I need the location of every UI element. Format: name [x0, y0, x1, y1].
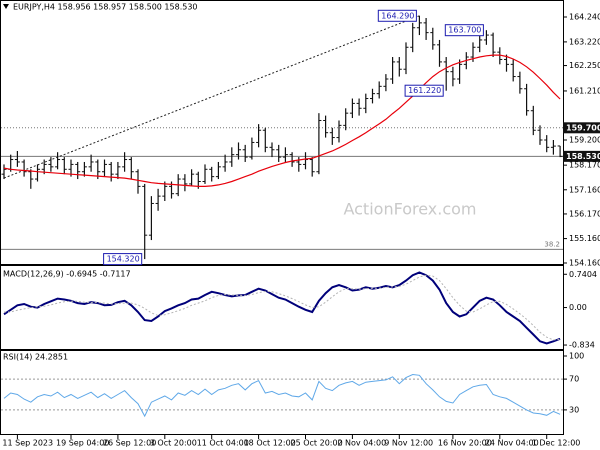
price-level-label: 158.530 [566, 152, 600, 161]
y-tick-label: 154.160 [569, 259, 600, 268]
price-label: 163.700 [448, 26, 481, 35]
price-level-label: 159.700 [566, 123, 600, 132]
price-level-box [563, 150, 600, 162]
price-level-box [563, 122, 600, 134]
x-tick-label: 3 Oct 20:00 [150, 439, 197, 448]
y-tick-label: 155.160 [569, 234, 600, 243]
indicator-line [3, 373, 561, 418]
y-tick-label: 162.250 [569, 61, 600, 70]
y-tick-label: 0.7404 [569, 270, 597, 279]
y-tick-label: 163.220 [569, 37, 600, 46]
price-label-box [103, 253, 143, 266]
x-tick-label: 25 Oct 20:00 [291, 439, 343, 448]
x-tick-label: 2 Nov 04:00 [337, 439, 386, 448]
y-tick-label: 70 [569, 375, 579, 384]
y-tick-label: 158.170 [569, 161, 600, 170]
price-label: 164.290 [381, 11, 414, 20]
x-tick-label: 11 Oct 04:00 [197, 439, 249, 448]
price-label: 154.320 [107, 255, 140, 264]
y-tick-label: 156.170 [569, 209, 600, 218]
fib-label: 38.2 [544, 240, 560, 248]
panel-title: RSI(14) 24.2851 [3, 353, 68, 362]
x-tick-label: 24 Nov 04:00 [485, 439, 539, 448]
symbol-menu-icon[interactable] [3, 4, 9, 9]
y-tick-label: 164.240 [569, 13, 600, 22]
y-tick-label: 0.00 [569, 303, 587, 312]
x-tick-label: 26 Sep 12:00 [103, 439, 156, 448]
y-tick-label: 100 [569, 352, 584, 361]
y-tick-label: 161.210 [569, 86, 600, 95]
y-tick-label: 157.160 [569, 185, 600, 194]
indicator-line [3, 271, 561, 345]
x-tick-label: 11 Sep 2023 [2, 439, 53, 448]
x-tick-label: 16 Nov 20:00 [438, 439, 492, 448]
panel-title: EURJPY,H4 158.956 158.957 158.500 158.53… [13, 3, 198, 12]
price-label-box [404, 84, 444, 97]
main-panel-frame [0, 0, 564, 265]
price-label-box [377, 9, 417, 22]
watermark: ActionForex.com [343, 200, 476, 219]
x-tick-label: 18 Oct 12:00 [244, 439, 296, 448]
y-tick-label: 159.200 [569, 136, 600, 145]
panel-title: MACD(12,26,9) -0.6945 -0.7117 [3, 270, 131, 279]
x-tick-label: 19 Sep 04:00 [56, 439, 109, 448]
y-tick-label: 30 [569, 405, 579, 414]
indicator-line [4, 274, 561, 341]
indicator-line [3, 54, 561, 187]
y-tick-label: -0.834 [569, 341, 595, 350]
trendline [3, 15, 420, 179]
x-tick-label: 1 Dec 12:00 [532, 439, 581, 448]
rsi-panel-frame [0, 350, 564, 435]
price-label-box [444, 24, 484, 37]
x-tick-label: 9 Nov 12:00 [384, 439, 433, 448]
price-label: 161.220 [408, 86, 441, 95]
